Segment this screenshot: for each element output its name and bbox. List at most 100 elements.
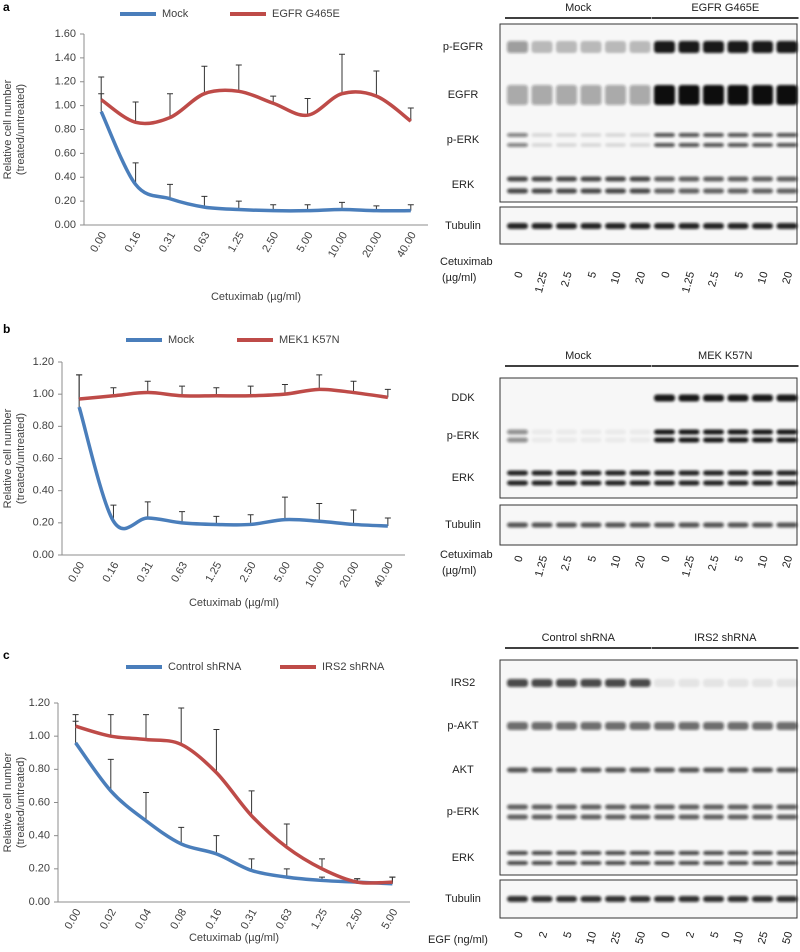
blot-band	[654, 861, 675, 865]
blot-band	[654, 480, 675, 486]
error-bar	[283, 823, 290, 848]
blot-band	[580, 679, 602, 687]
blot-band	[556, 41, 577, 53]
blot-band	[727, 188, 749, 194]
blot-band	[531, 767, 553, 773]
blot-band	[678, 814, 700, 820]
x-tick-label: 10.00	[326, 230, 350, 260]
blot-band	[605, 814, 626, 820]
lane-label: 10	[609, 270, 624, 285]
blot-band	[580, 143, 602, 147]
x-axis-label: Cetuximab (µg/ml)	[189, 932, 279, 944]
blot-band	[629, 814, 651, 820]
blot-band	[531, 176, 553, 182]
blot-band	[629, 223, 651, 229]
blot-band	[727, 41, 749, 53]
blot-band	[703, 176, 724, 182]
x-tick-label: 0.00	[63, 907, 84, 932]
blot-band	[678, 143, 700, 147]
blot-band	[776, 188, 798, 194]
treatment-label: (µg/ml)	[442, 272, 476, 284]
blot-band	[703, 679, 724, 687]
blot-band	[556, 767, 577, 773]
y-tick-label: 0.00	[33, 549, 54, 561]
blot-band	[629, 429, 651, 435]
error-bar	[213, 729, 220, 773]
blot-band	[605, 851, 626, 855]
blot-band	[605, 176, 626, 182]
series-line	[100, 88, 412, 126]
blot-band	[556, 437, 577, 443]
y-tick-label: 0.40	[33, 485, 54, 497]
blot-band	[605, 470, 626, 476]
lane-label: 20	[633, 270, 648, 285]
blot-band	[605, 223, 626, 229]
blot-band	[776, 814, 798, 820]
group-label: Mock	[565, 350, 592, 362]
y-tick-label: 0.20	[33, 517, 54, 529]
blot-band	[556, 470, 577, 476]
blot-band	[605, 437, 626, 443]
x-tick-label: 0.31	[135, 560, 156, 585]
blot-band	[776, 133, 798, 137]
blot-band	[605, 767, 626, 773]
blot-band	[605, 143, 626, 147]
y-tick-label: 1.60	[55, 28, 76, 40]
blot-band	[654, 470, 675, 476]
blot-band	[507, 896, 528, 902]
row-label: EGFR	[448, 89, 479, 101]
blot-band	[531, 223, 553, 229]
row-label: DDK	[451, 392, 475, 404]
blot-band	[727, 437, 749, 443]
blot-band	[654, 394, 675, 402]
blot-band	[605, 85, 626, 105]
lane-label: 0	[660, 930, 673, 939]
error-bar	[144, 380, 151, 393]
blot-band	[556, 85, 577, 105]
blot-band	[605, 41, 626, 53]
blot-band	[654, 188, 675, 194]
blot-band	[629, 188, 651, 194]
error-bar	[132, 162, 139, 185]
group-label: EGFR G465E	[691, 2, 759, 14]
lane-label: 20	[780, 270, 795, 285]
blot-band	[776, 223, 798, 229]
blot-band	[556, 429, 577, 435]
blot-band	[580, 41, 602, 53]
x-axis-label: Cetuximab (µg/ml)	[189, 597, 279, 609]
x-tick-label: 40.00	[372, 560, 396, 590]
blot-band	[556, 143, 577, 147]
error-bar	[132, 101, 139, 123]
x-tick-label: 0.02	[98, 907, 119, 932]
error-bar	[107, 714, 114, 737]
blot-band	[531, 429, 553, 435]
error-bar	[304, 97, 311, 116]
error-bar	[76, 374, 83, 399]
blot-band	[531, 522, 553, 528]
blot-band	[531, 896, 553, 902]
blot-band	[776, 804, 798, 810]
blot-band	[629, 133, 651, 137]
blot-band	[605, 679, 626, 687]
blot-band	[556, 679, 577, 687]
blot-band	[531, 85, 553, 105]
blot-band	[654, 851, 675, 855]
lane-label: 5	[586, 270, 599, 279]
lane-label: 1.25	[680, 554, 697, 578]
lane-label: 5	[733, 554, 746, 563]
x-tick-label: 0.16	[123, 230, 144, 255]
x-tick-label: 5.00	[379, 907, 400, 932]
blot-band	[752, 223, 773, 229]
blot-band	[654, 85, 675, 105]
group-label: MEK K57N	[698, 350, 752, 362]
blot-band	[556, 188, 577, 194]
error-bar	[167, 93, 173, 118]
y-tick-label: 0.40	[29, 830, 50, 842]
treatment-label: Cetuximab	[440, 549, 493, 561]
y-tick-label: 0.60	[55, 147, 76, 159]
x-tick-label: 0.08	[168, 907, 189, 932]
group-label: Control shRNA	[542, 632, 616, 644]
blot-band	[531, 851, 553, 855]
blot-band	[580, 133, 602, 137]
y-tick-label: 0.40	[55, 171, 76, 183]
